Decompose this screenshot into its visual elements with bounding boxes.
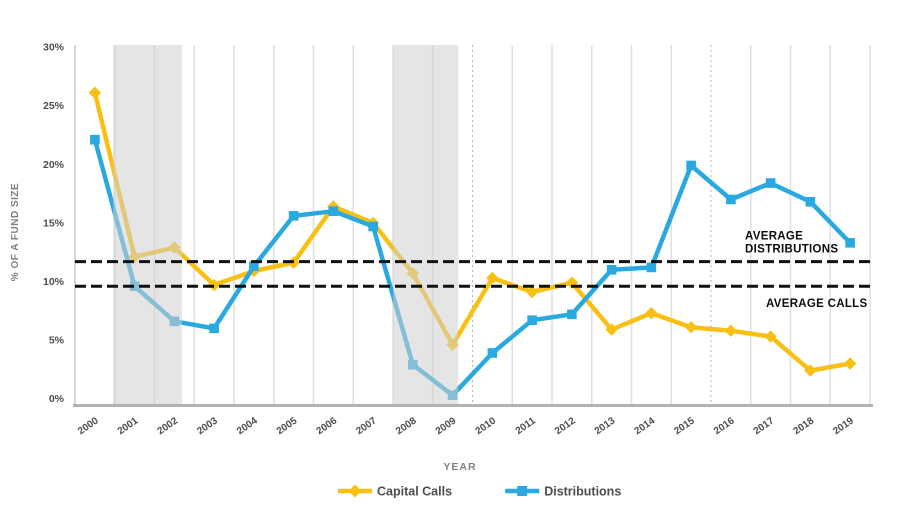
square-marker bbox=[249, 261, 259, 272]
square-marker bbox=[765, 178, 776, 188]
legend: Capital Calls Distributions bbox=[338, 484, 621, 499]
x-tick-label: 2007 bbox=[354, 415, 379, 437]
y-tick-label: 0% bbox=[49, 393, 65, 405]
x-tick-label: 2003 bbox=[195, 415, 220, 437]
y-tick-labels: 30% 25% 20% 15% 10% 5% 0% bbox=[43, 42, 65, 406]
diamond-marker bbox=[88, 86, 102, 100]
square-marker bbox=[606, 264, 617, 275]
legend-square-marker bbox=[517, 486, 528, 496]
x-tick-label: 2017 bbox=[752, 415, 777, 437]
average-distributions-label: DISTRIBUTIONS bbox=[745, 244, 838, 256]
diamond-marker bbox=[645, 306, 658, 320]
diamond-marker bbox=[207, 278, 221, 292]
square-marker bbox=[368, 221, 378, 232]
square-marker bbox=[487, 348, 498, 358]
square-marker bbox=[90, 134, 100, 145]
legend-label: Capital Calls bbox=[377, 485, 452, 499]
x-axis-title: YEAR bbox=[443, 461, 476, 473]
x-tick-label: 2018 bbox=[792, 415, 817, 437]
y-tick-label: 25% bbox=[43, 100, 65, 112]
x-tick-label: 2002 bbox=[156, 415, 181, 437]
y-tick-label: 15% bbox=[43, 217, 65, 229]
diamond-marker bbox=[764, 330, 777, 343]
legend-item-capital-calls: Capital Calls bbox=[338, 484, 452, 499]
y-tick-label: 10% bbox=[43, 276, 65, 288]
square-marker bbox=[328, 206, 339, 216]
x-tick-label: 2010 bbox=[474, 415, 499, 437]
x-tick-label: 2019 bbox=[831, 415, 856, 437]
x-tick-label: 2004 bbox=[235, 415, 260, 437]
x-tick-label: 2012 bbox=[553, 415, 578, 437]
capital-calls-line bbox=[92, 90, 853, 373]
square-marker bbox=[805, 197, 816, 207]
legend-item-distributions: Distributions bbox=[505, 485, 621, 499]
x-tick-label: 2006 bbox=[315, 415, 340, 437]
x-tick-label: 2009 bbox=[434, 415, 459, 437]
gridlines bbox=[74, 45, 871, 404]
square-marker bbox=[288, 211, 299, 221]
average-distributions-label: AVERAGE bbox=[745, 231, 803, 243]
x-tick-label: 2011 bbox=[514, 415, 538, 437]
recession-band-2001 bbox=[113, 45, 182, 404]
diamond-marker bbox=[486, 271, 499, 285]
y-tick-label: 5% bbox=[49, 335, 65, 347]
diamond-marker bbox=[605, 323, 618, 336]
y-tick-label: 20% bbox=[43, 159, 65, 171]
diamond-marker bbox=[804, 364, 817, 377]
square-marker bbox=[527, 315, 537, 325]
x-tick-label: 2000 bbox=[76, 415, 101, 437]
average-calls-label: AVERAGE CALLS bbox=[766, 298, 867, 310]
square-marker bbox=[686, 160, 696, 171]
diamond-marker bbox=[525, 285, 539, 299]
x-tick-label: 2013 bbox=[593, 415, 618, 437]
x-tick-labels: 2000 2001 2002 2003 2004 2005 2006 2007 2008 2009… bbox=[76, 415, 856, 437]
y-tick-label: 30% bbox=[43, 42, 65, 54]
y-axis-title: % OF A FUND SIZE bbox=[10, 183, 21, 281]
distributions-line bbox=[92, 137, 853, 398]
recession-band-2008 bbox=[393, 45, 459, 404]
square-marker bbox=[209, 323, 219, 334]
x-tick-label: 2008 bbox=[394, 415, 419, 437]
diamond-marker bbox=[843, 357, 857, 370]
diamond-marker bbox=[724, 324, 738, 337]
x-tick-label: 2005 bbox=[275, 415, 300, 437]
x-tick-label: 2014 bbox=[633, 415, 658, 437]
x-tick-label: 2016 bbox=[712, 415, 737, 437]
legend-diamond-marker bbox=[348, 484, 362, 498]
legend-label: Distributions bbox=[544, 485, 621, 499]
square-marker bbox=[845, 238, 855, 248]
x-tick-label: 2001 bbox=[116, 415, 141, 437]
square-marker bbox=[646, 262, 657, 273]
square-marker bbox=[726, 194, 736, 205]
diamond-marker bbox=[684, 321, 698, 334]
square-marker bbox=[567, 309, 577, 320]
x-tick-label: 2015 bbox=[672, 415, 697, 437]
